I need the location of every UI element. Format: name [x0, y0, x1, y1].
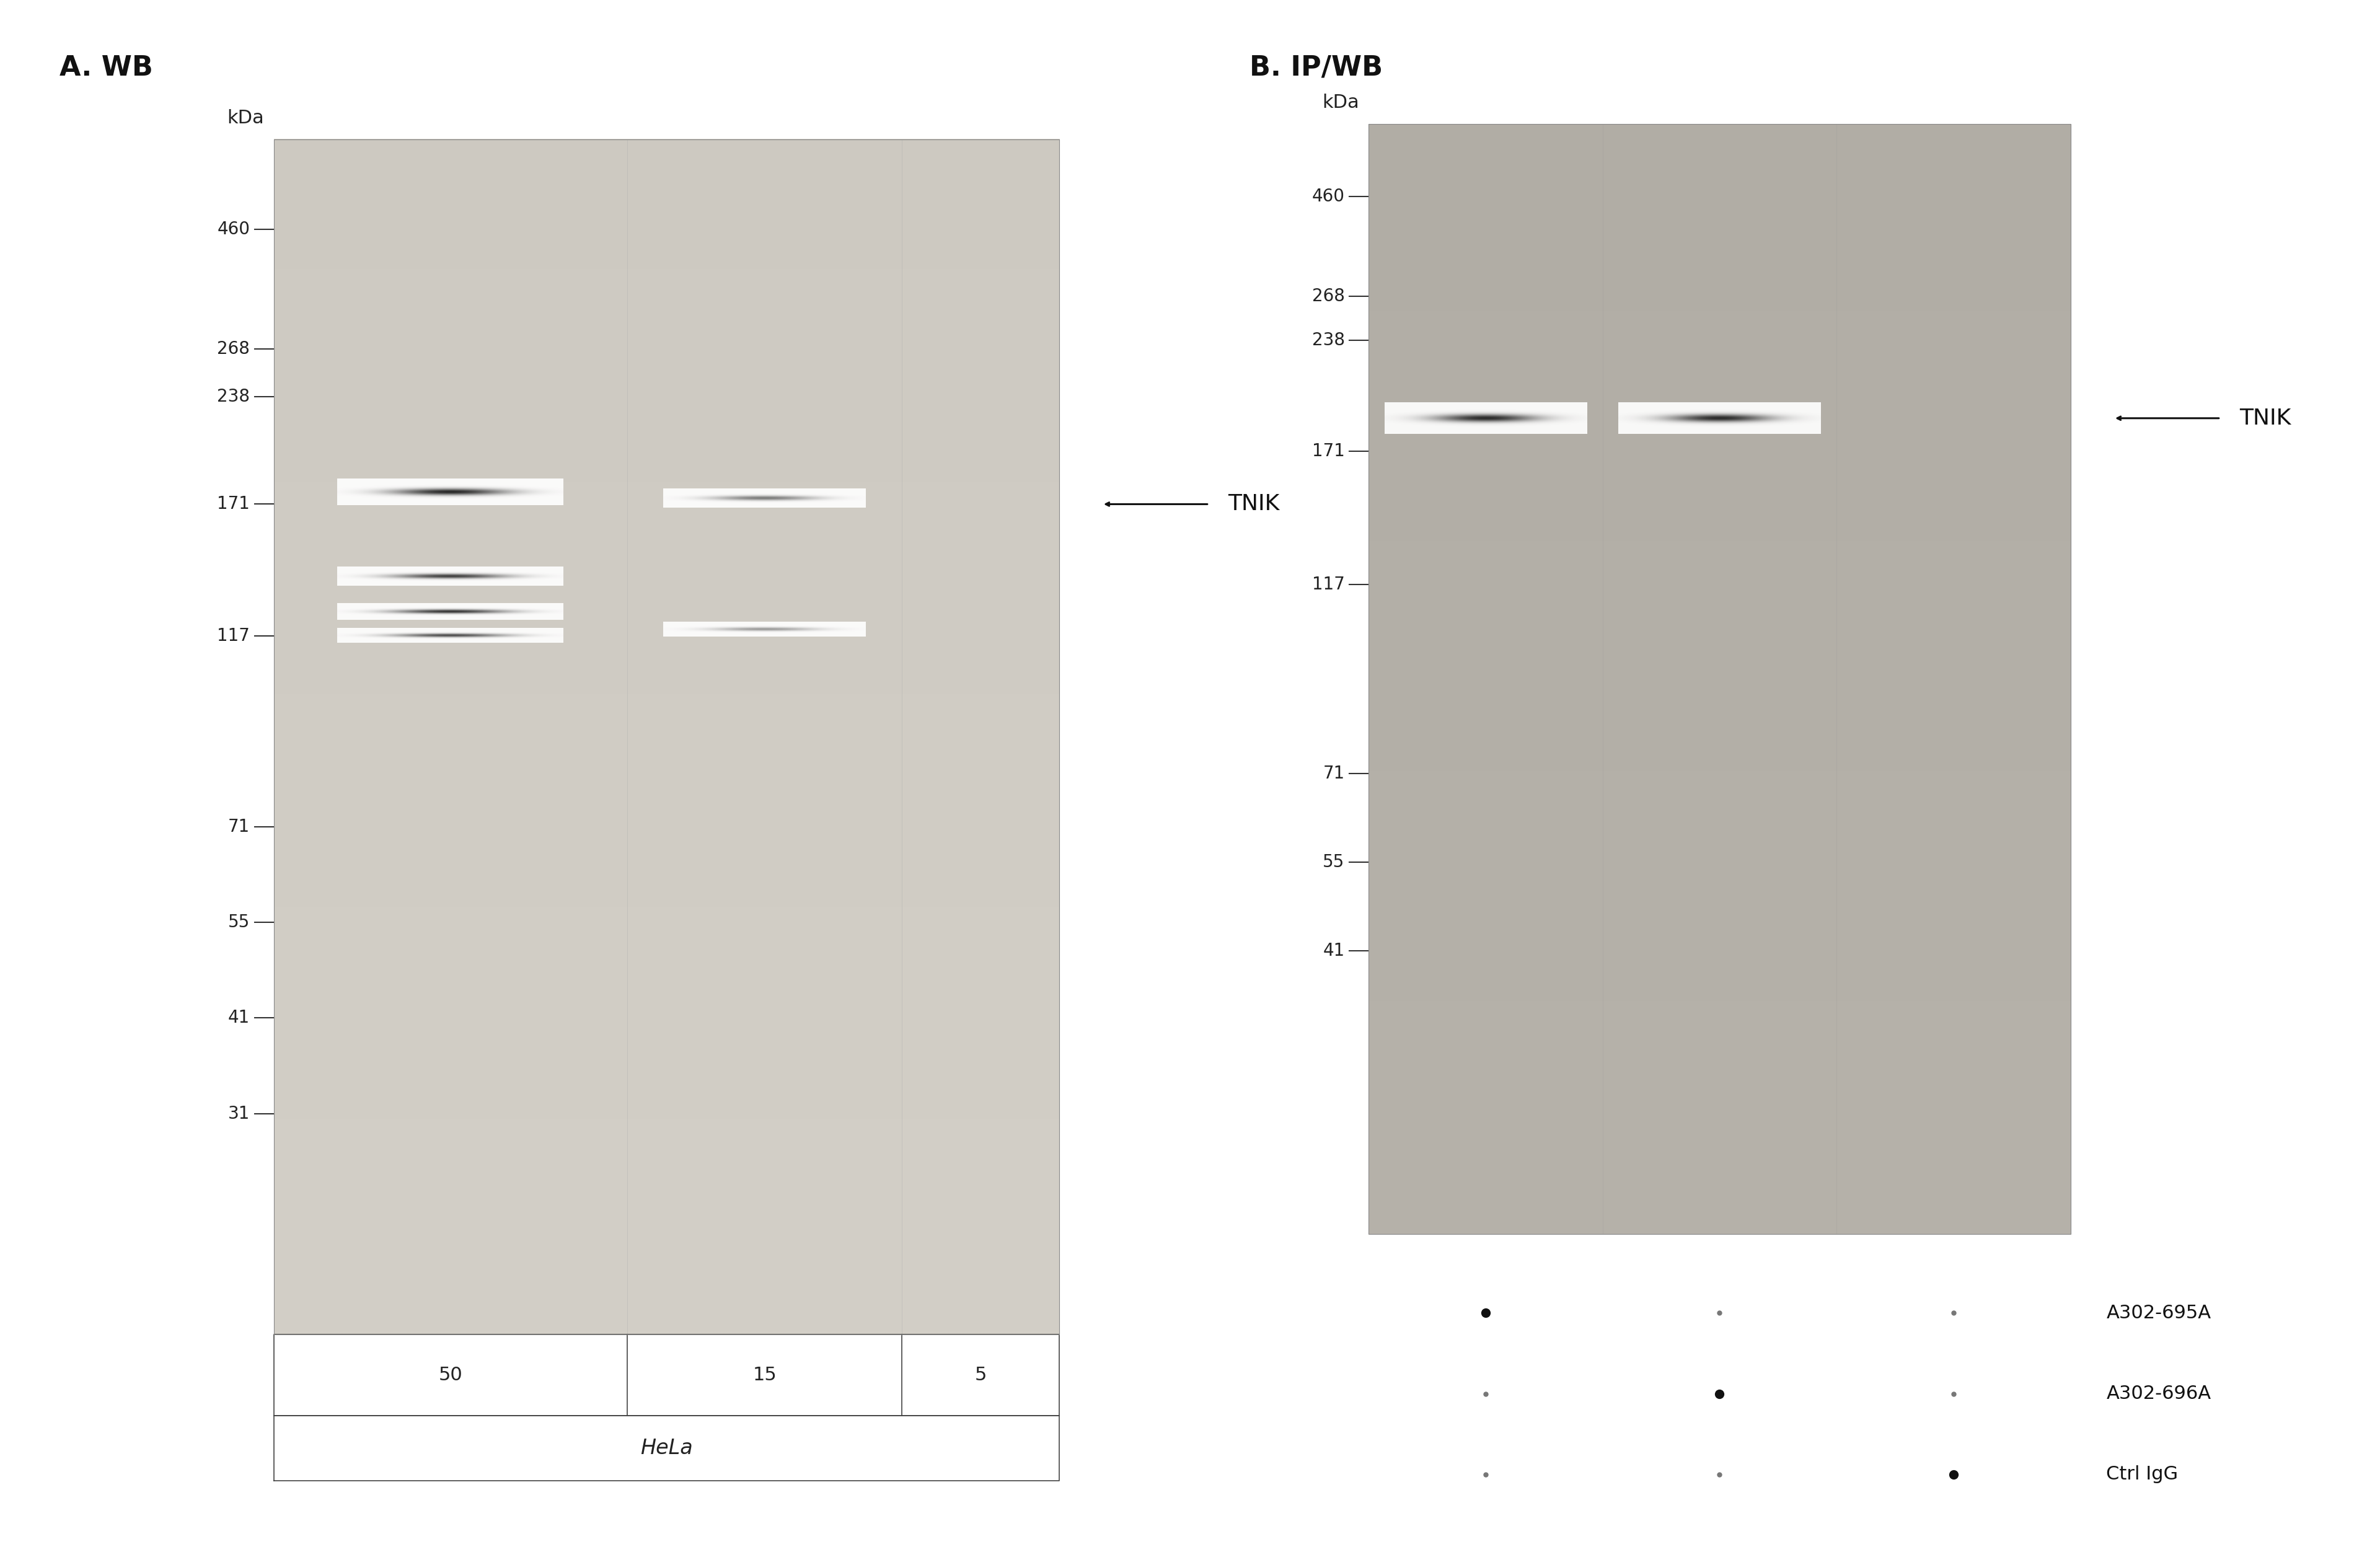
Text: 15: 15 [752, 1366, 776, 1384]
Text: HeLa: HeLa [640, 1437, 693, 1459]
Text: 117: 117 [217, 627, 250, 644]
Text: B. IP/WB: B. IP/WB [1250, 54, 1383, 81]
Text: A. WB: A. WB [60, 54, 152, 81]
Text: 268: 268 [1311, 287, 1345, 304]
Text: 238: 238 [1311, 332, 1345, 349]
Text: TNIK: TNIK [2240, 408, 2292, 428]
Text: 238: 238 [217, 388, 250, 405]
Text: 55: 55 [1323, 854, 1345, 871]
Text: 41: 41 [1323, 942, 1345, 959]
Text: 117: 117 [1311, 576, 1345, 593]
Text: 50: 50 [438, 1366, 462, 1384]
Bar [274, 140, 1059, 1335]
Text: 55: 55 [228, 914, 250, 931]
Text: 268: 268 [217, 340, 250, 357]
Text: 71: 71 [228, 818, 250, 835]
Bar [1368, 124, 2071, 1234]
Text: 460: 460 [217, 220, 250, 237]
Text: kDa: kDa [226, 109, 264, 127]
Text: 171: 171 [1311, 442, 1345, 461]
Text: 171: 171 [217, 495, 250, 512]
Text: A302-696A: A302-696A [2106, 1384, 2211, 1403]
Text: 5: 5 [973, 1366, 988, 1384]
Text: 71: 71 [1323, 765, 1345, 782]
Text: Ctrl IgG: Ctrl IgG [2106, 1465, 2178, 1484]
Text: 31: 31 [228, 1105, 250, 1122]
Text: TNIK: TNIK [1228, 494, 1280, 515]
Text: 460: 460 [1311, 188, 1345, 205]
Text: 41: 41 [228, 1009, 250, 1027]
Text: A302-695A: A302-695A [2106, 1304, 2211, 1322]
Text: kDa: kDa [1321, 93, 1359, 112]
